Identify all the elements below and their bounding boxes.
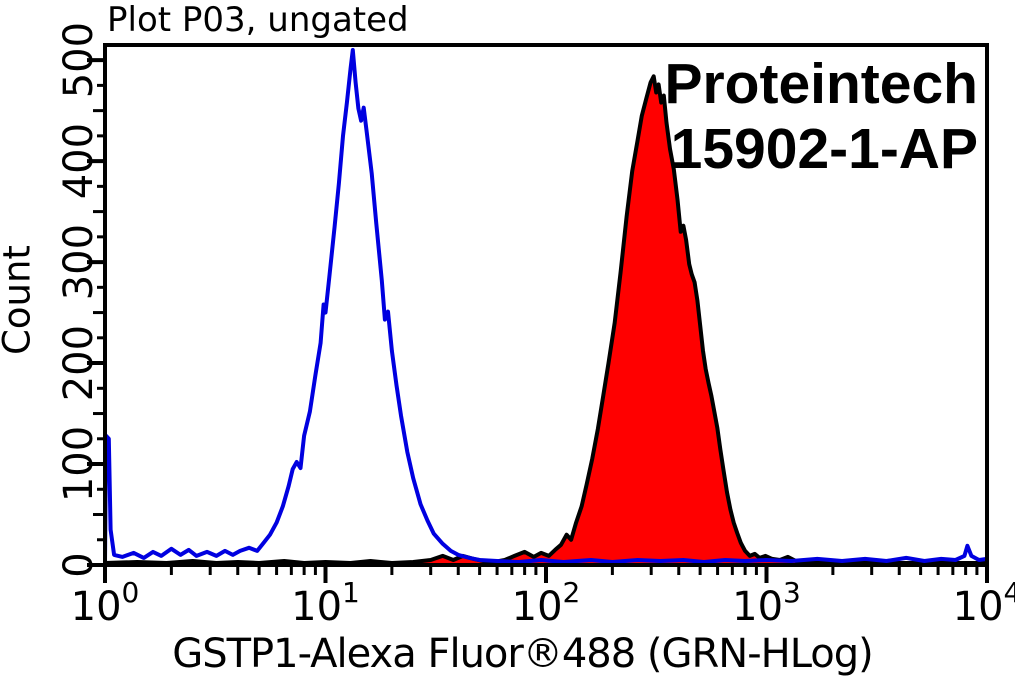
x-tick-label: 102 <box>512 576 581 630</box>
x-axis-ticks: 100 101 102 103 104 <box>71 565 1015 630</box>
y-tick-label: 200 <box>56 325 102 401</box>
y-tick-label: 500 <box>56 22 102 98</box>
annotation-block: Proteintech 15902-1-AP <box>664 52 978 182</box>
x-axis-label: GSTP1-Alexa Fluor®488 (GRN-HLog) <box>172 631 874 677</box>
y-tick-label: 100 <box>56 426 102 502</box>
stained-histogram <box>103 74 989 567</box>
x-tick-label: 101 <box>291 576 360 630</box>
y-tick-label: 0 <box>56 552 102 577</box>
curves <box>103 48 989 567</box>
y-axis-ticks: 0 100 200 300 400 500 <box>56 22 105 578</box>
x-tick-label: 104 <box>953 576 1015 630</box>
control-histogram <box>103 48 988 564</box>
x-tick-label: 103 <box>732 576 801 630</box>
y-axis-label: Count <box>0 245 39 355</box>
catalog-number: 15902-1-AP <box>670 117 978 181</box>
y-tick-label: 300 <box>56 224 102 300</box>
plot-title: Plot P03, ungated <box>107 0 409 40</box>
x-tick-label: 100 <box>71 576 140 630</box>
brand-name: Proteintech <box>664 52 978 116</box>
y-tick-label: 400 <box>56 123 102 199</box>
